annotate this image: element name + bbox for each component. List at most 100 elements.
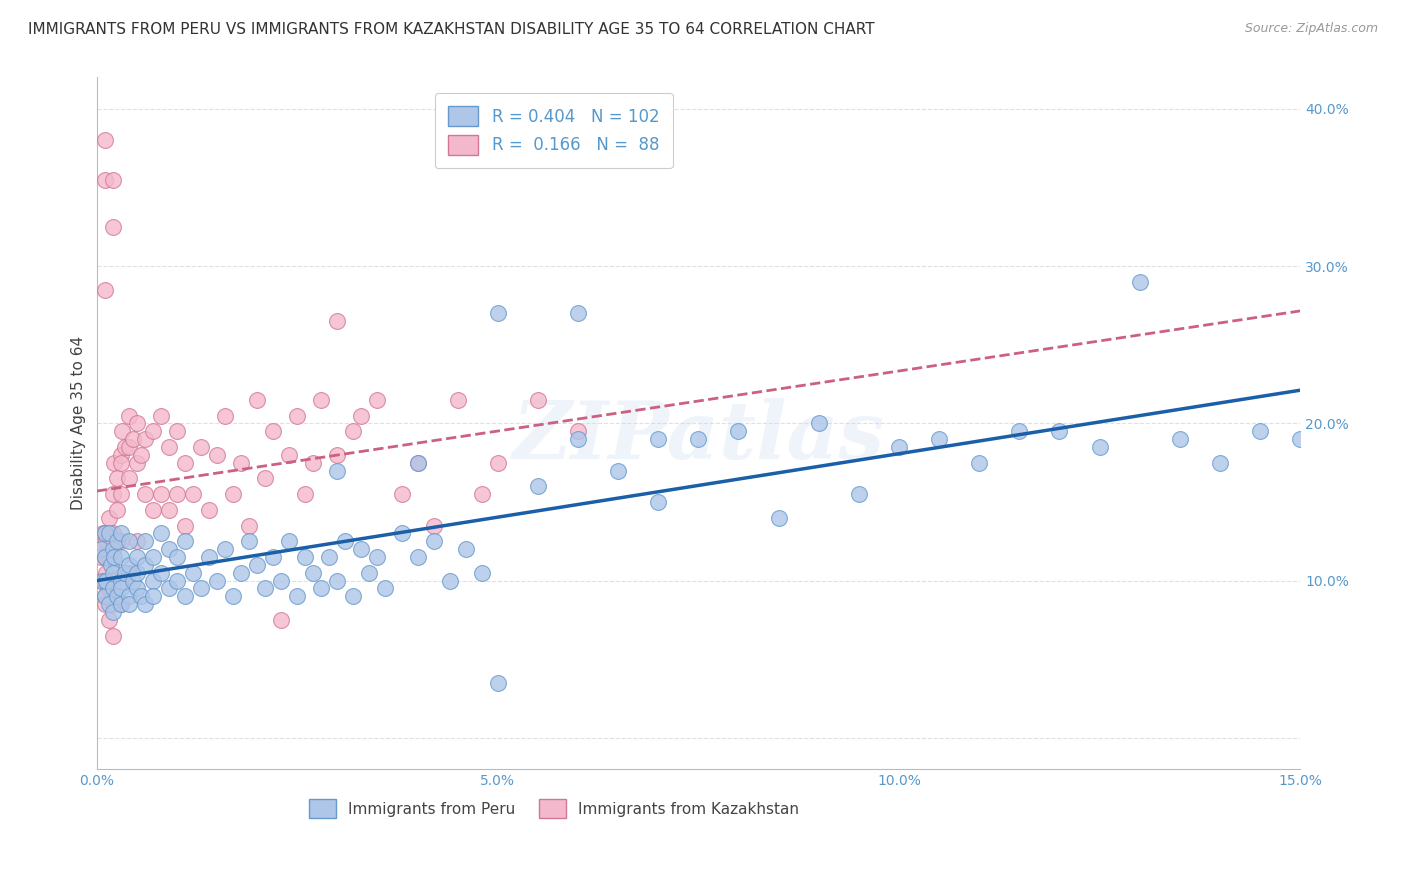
Point bbox=[318, 549, 340, 564]
Point bbox=[118, 440, 141, 454]
Point bbox=[527, 479, 550, 493]
Point bbox=[181, 487, 204, 501]
Point bbox=[406, 456, 429, 470]
Point bbox=[142, 574, 165, 588]
Point bbox=[254, 582, 277, 596]
Y-axis label: Disability Age 35 to 64: Disability Age 35 to 64 bbox=[72, 336, 86, 510]
Point bbox=[342, 590, 364, 604]
Point bbox=[688, 432, 710, 446]
Point bbox=[157, 582, 180, 596]
Point bbox=[118, 590, 141, 604]
Point bbox=[262, 549, 284, 564]
Point bbox=[91, 574, 114, 588]
Point bbox=[166, 424, 188, 438]
Point bbox=[125, 417, 148, 431]
Point bbox=[96, 534, 118, 549]
Point bbox=[214, 409, 236, 423]
Point bbox=[96, 566, 118, 580]
Point bbox=[93, 172, 115, 186]
Point bbox=[110, 582, 132, 596]
Point bbox=[1129, 275, 1152, 289]
Point bbox=[222, 487, 245, 501]
Point bbox=[391, 487, 413, 501]
Point bbox=[101, 487, 124, 501]
Point bbox=[270, 613, 292, 627]
Point bbox=[174, 456, 197, 470]
Point bbox=[134, 597, 156, 611]
Point bbox=[100, 574, 122, 588]
Text: ZIPatlas: ZIPatlas bbox=[512, 399, 884, 476]
Point bbox=[125, 456, 148, 470]
Point bbox=[166, 549, 188, 564]
Point bbox=[350, 542, 373, 557]
Point bbox=[262, 424, 284, 438]
Point bbox=[142, 424, 165, 438]
Point bbox=[149, 566, 172, 580]
Point bbox=[87, 534, 110, 549]
Point bbox=[647, 432, 669, 446]
Point bbox=[326, 448, 349, 462]
Point bbox=[1047, 424, 1070, 438]
Point bbox=[97, 597, 120, 611]
Point bbox=[205, 574, 228, 588]
Point bbox=[198, 549, 221, 564]
Point bbox=[311, 582, 333, 596]
Point bbox=[134, 487, 156, 501]
Point bbox=[1249, 424, 1271, 438]
Point bbox=[350, 409, 373, 423]
Point bbox=[366, 549, 388, 564]
Point bbox=[103, 456, 125, 470]
Point bbox=[110, 487, 132, 501]
Point bbox=[229, 456, 252, 470]
Point bbox=[238, 534, 260, 549]
Point bbox=[149, 409, 172, 423]
Point bbox=[887, 440, 910, 454]
Point bbox=[157, 503, 180, 517]
Point bbox=[97, 526, 120, 541]
Point bbox=[125, 534, 148, 549]
Point bbox=[93, 549, 115, 564]
Point bbox=[93, 574, 115, 588]
Point bbox=[374, 582, 396, 596]
Point bbox=[406, 456, 429, 470]
Point bbox=[190, 440, 212, 454]
Point bbox=[125, 582, 148, 596]
Point bbox=[229, 566, 252, 580]
Point bbox=[174, 590, 197, 604]
Text: IMMIGRANTS FROM PERU VS IMMIGRANTS FROM KAZAKHSTAN DISABILITY AGE 35 TO 64 CORRE: IMMIGRANTS FROM PERU VS IMMIGRANTS FROM … bbox=[28, 22, 875, 37]
Point bbox=[118, 409, 141, 423]
Point bbox=[100, 558, 122, 572]
Point bbox=[342, 424, 364, 438]
Point bbox=[285, 590, 308, 604]
Point bbox=[366, 392, 388, 407]
Point bbox=[101, 549, 124, 564]
Point bbox=[110, 448, 132, 462]
Point bbox=[422, 518, 444, 533]
Point bbox=[174, 534, 197, 549]
Point bbox=[129, 448, 152, 462]
Point bbox=[567, 306, 589, 320]
Point bbox=[97, 582, 120, 596]
Point bbox=[486, 306, 509, 320]
Point bbox=[1008, 424, 1031, 438]
Point bbox=[471, 487, 494, 501]
Point bbox=[101, 597, 124, 611]
Point bbox=[118, 558, 141, 572]
Point bbox=[90, 574, 112, 588]
Point bbox=[254, 471, 277, 485]
Point bbox=[294, 549, 316, 564]
Text: Source: ZipAtlas.com: Source: ZipAtlas.com bbox=[1244, 22, 1378, 36]
Point bbox=[105, 534, 128, 549]
Point bbox=[121, 574, 143, 588]
Point bbox=[157, 542, 180, 557]
Point bbox=[101, 629, 124, 643]
Point bbox=[567, 424, 589, 438]
Point bbox=[110, 597, 132, 611]
Point bbox=[97, 549, 120, 564]
Point bbox=[105, 590, 128, 604]
Point bbox=[166, 487, 188, 501]
Point bbox=[1209, 456, 1232, 470]
Point bbox=[527, 392, 550, 407]
Point bbox=[142, 503, 165, 517]
Point bbox=[768, 510, 790, 524]
